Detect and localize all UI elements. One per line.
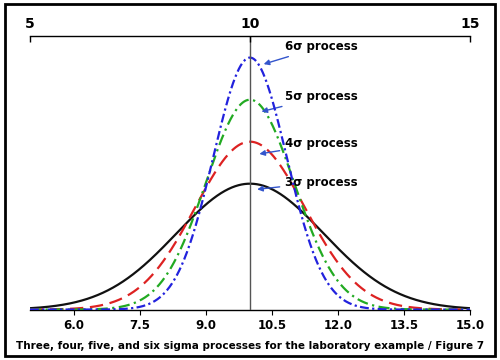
Text: 5σ process: 5σ process	[263, 90, 358, 112]
Text: Three, four, five, and six sigma processes for the laboratory example / Figure 7: Three, four, five, and six sigma process…	[16, 341, 484, 351]
Text: 3σ process: 3σ process	[258, 176, 358, 191]
Text: 6σ process: 6σ process	[265, 40, 358, 64]
Text: 4σ process: 4σ process	[261, 138, 358, 155]
